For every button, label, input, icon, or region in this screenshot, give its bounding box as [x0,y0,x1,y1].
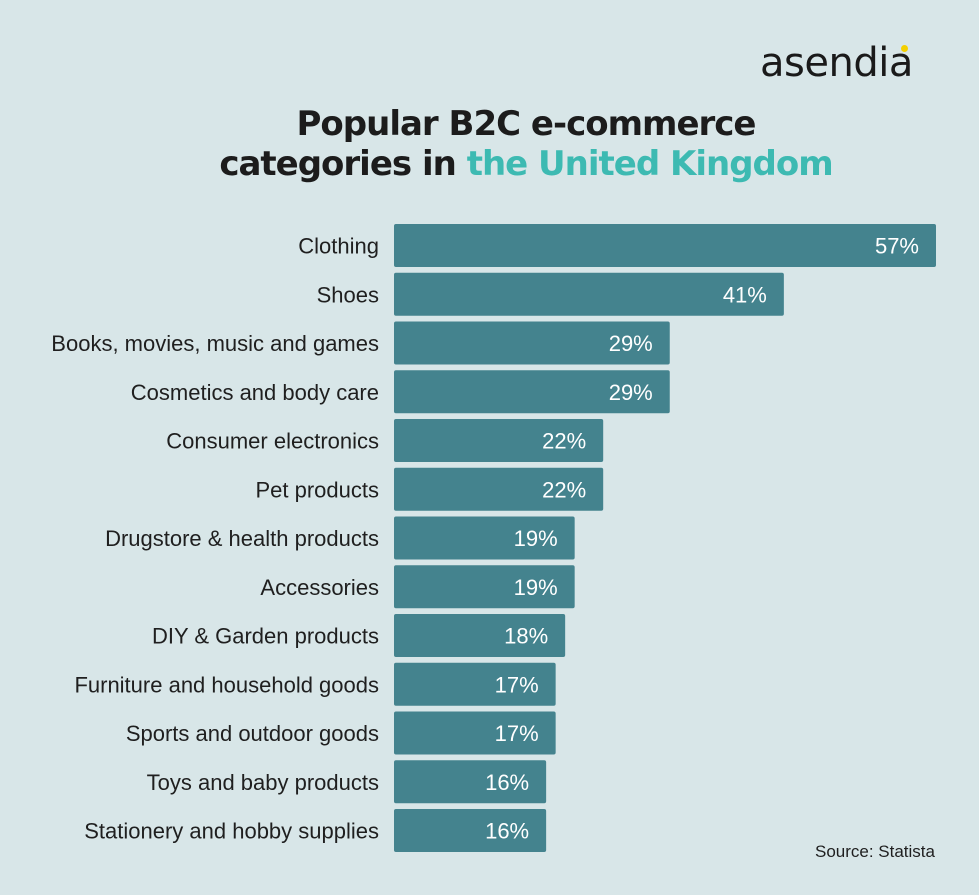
bar [394,760,547,804]
category-label: DIY & Garden products [152,624,379,649]
bar [394,272,784,316]
category-label: Drugstore & health products [105,526,379,551]
chart-title-line2: categories in the United Kingdom [0,144,979,184]
source-note: Source: Statista [814,842,935,861]
value-label: 17% [495,721,539,746]
logo-dot-icon [901,45,908,52]
value-label: 29% [609,331,653,356]
value-label: 17% [495,672,539,697]
value-label: 41% [723,282,767,307]
category-label: Furniture and household goods [74,672,379,697]
category-label: Sports and outdoor goods [126,721,379,746]
value-label: 29% [609,380,653,405]
category-label: Cosmetics and body care [131,380,379,405]
value-label: 19% [514,526,558,551]
value-label: 22% [542,429,586,454]
logo-text: asendia [760,40,913,86]
bar [394,321,670,365]
bar [394,662,556,706]
category-label: Books, movies, music and games [51,331,379,356]
brand-logo: asendia [760,38,935,88]
bar [394,224,936,267]
bar [394,809,547,852]
value-label: 22% [542,477,586,502]
category-label: Clothing [298,234,379,259]
value-label: 18% [504,624,548,649]
category-label: Toys and baby products [147,770,379,795]
chart-title-prefix: categories in [219,144,457,184]
bar [394,565,575,609]
value-label: 57% [875,234,919,259]
category-label: Shoes [317,282,379,307]
bar [394,516,575,560]
category-label: Accessories [260,575,379,600]
chart-title-accent: the United Kingdom [466,144,834,184]
category-label: Consumer electronics [166,429,379,454]
category-label: Stationery and hobby supplies [84,819,379,844]
category-label: Pet products [255,477,379,502]
bar [394,614,566,657]
chart-title: Popular B2C e-commerce categories in the… [0,104,979,184]
bar [394,711,556,755]
value-label: 16% [485,819,529,844]
bar [394,370,670,414]
value-label: 16% [485,770,529,795]
value-label: 19% [514,575,558,600]
chart-title-line1: Popular B2C e-commerce [296,104,757,144]
bar [394,467,604,511]
bar [394,419,604,462]
